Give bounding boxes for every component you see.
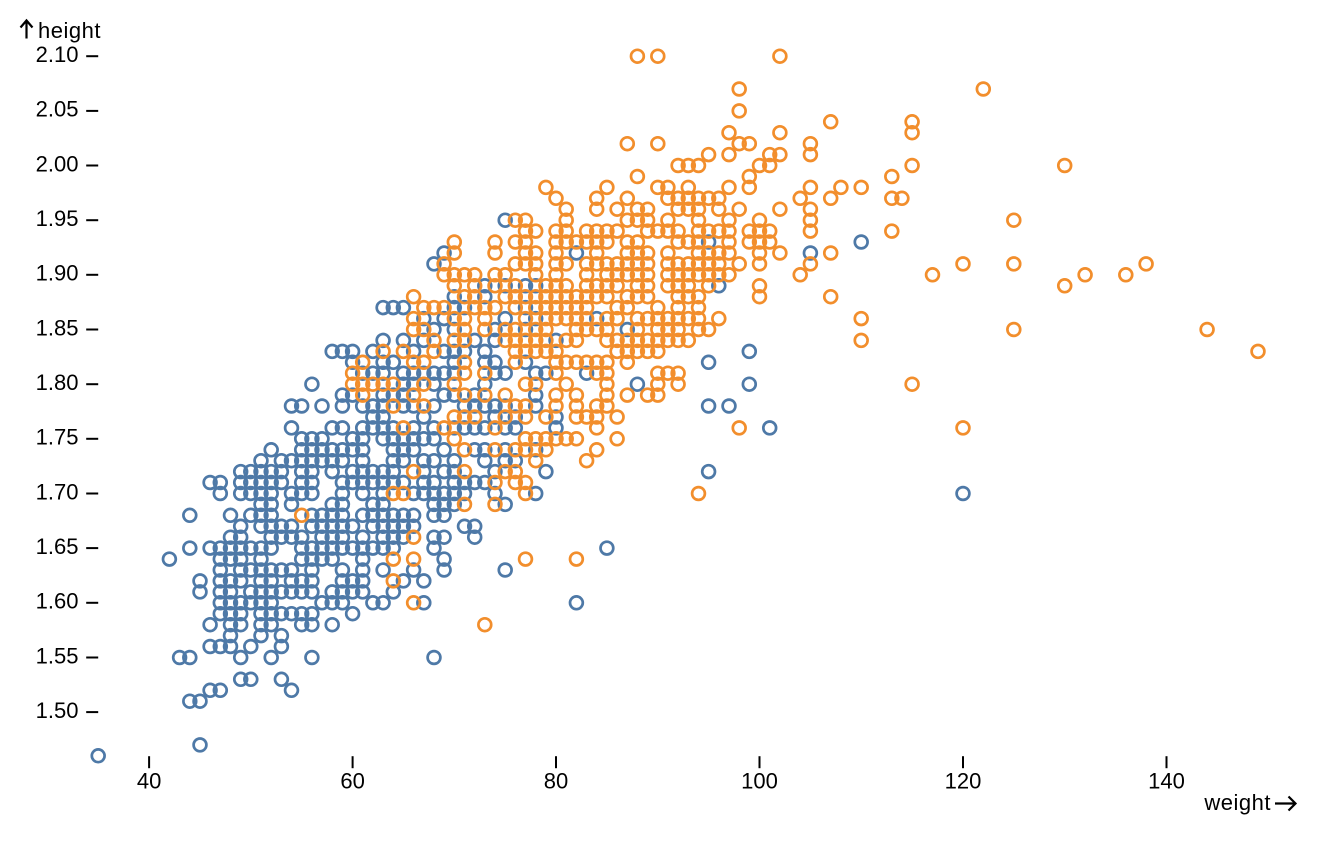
svg-text:60: 60: [340, 769, 364, 794]
svg-text:1.85: 1.85: [36, 315, 79, 340]
svg-text:120: 120: [945, 769, 982, 794]
svg-text:1.50: 1.50: [36, 698, 79, 723]
svg-text:1.75: 1.75: [36, 425, 79, 450]
svg-text:1.90: 1.90: [36, 261, 79, 286]
svg-text:100: 100: [741, 769, 778, 794]
svg-text:140: 140: [1148, 769, 1185, 794]
svg-text:1.80: 1.80: [36, 370, 79, 395]
svg-text:1.65: 1.65: [36, 534, 79, 559]
svg-text:weight: weight: [1203, 790, 1271, 815]
svg-text:1.60: 1.60: [36, 589, 79, 614]
svg-text:1.70: 1.70: [36, 479, 79, 504]
svg-text:1.95: 1.95: [36, 206, 79, 231]
svg-text:2.00: 2.00: [36, 151, 79, 176]
svg-text:1.55: 1.55: [36, 643, 79, 668]
svg-text:40: 40: [137, 769, 161, 794]
svg-text:height: height: [38, 18, 101, 43]
svg-text:2.10: 2.10: [36, 42, 79, 67]
svg-text:2.05: 2.05: [36, 97, 79, 122]
svg-text:80: 80: [544, 769, 568, 794]
